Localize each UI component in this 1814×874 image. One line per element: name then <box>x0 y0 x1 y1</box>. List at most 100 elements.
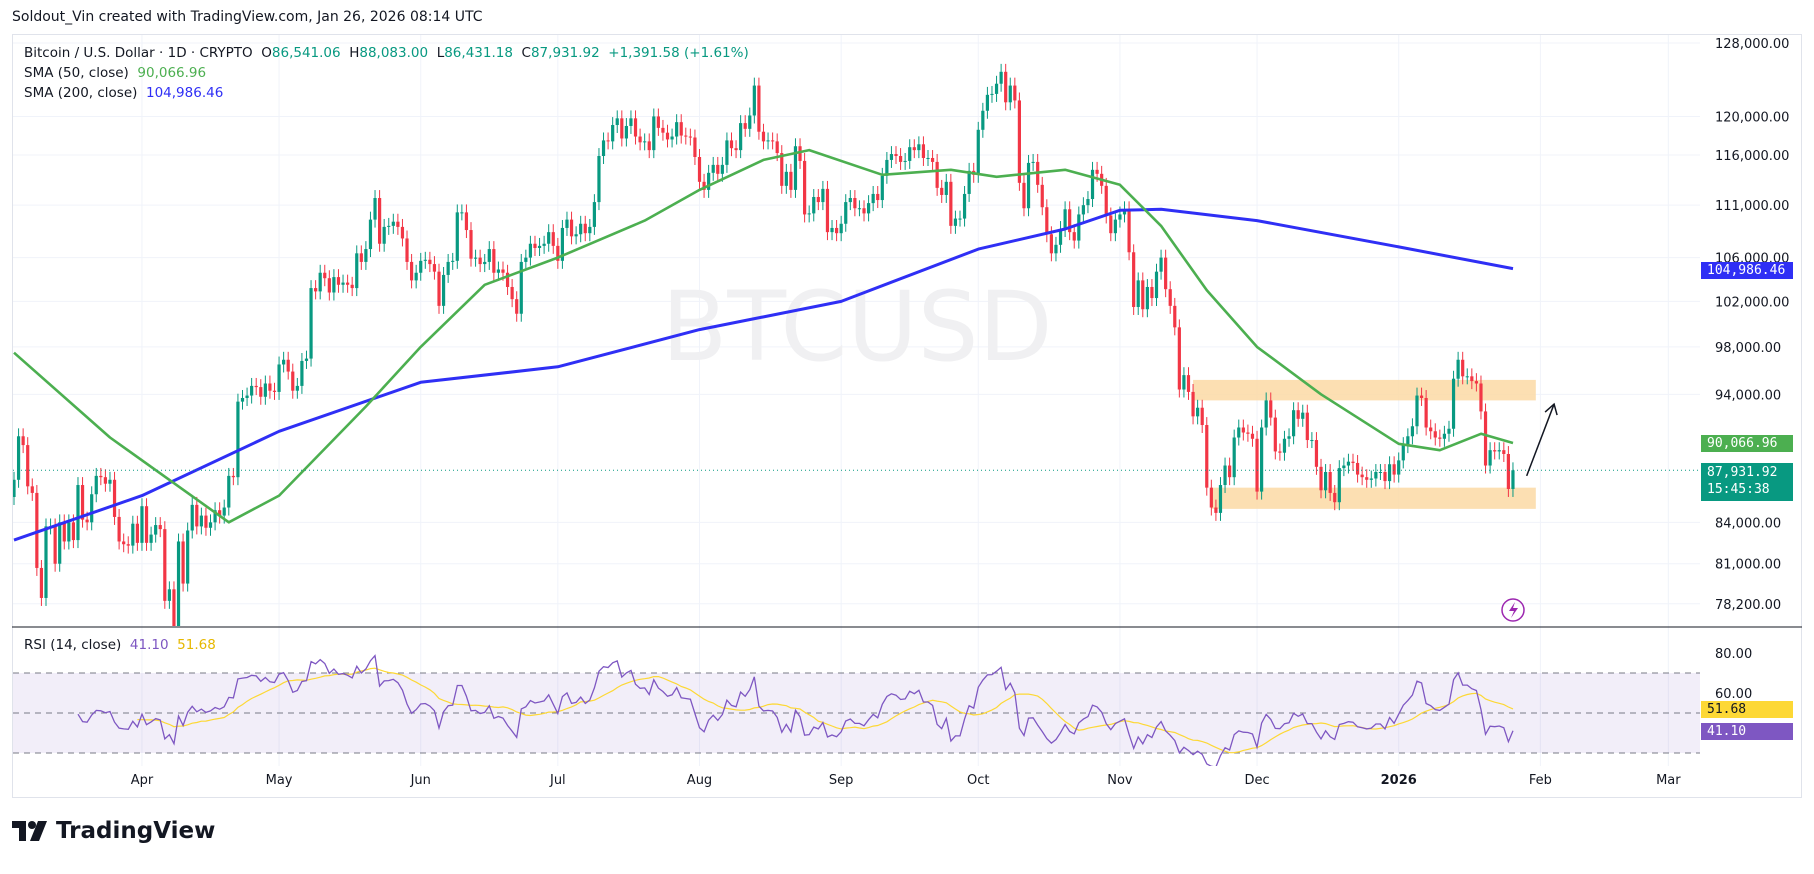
candle <box>39 560 44 606</box>
candle <box>44 518 48 606</box>
candle <box>1433 423 1437 446</box>
candle <box>112 471 117 525</box>
candle-body <box>419 260 423 273</box>
candle-body <box>1282 438 1287 453</box>
candle-body <box>85 519 89 523</box>
candle <box>16 428 21 488</box>
candle-body <box>889 154 894 160</box>
candle-body <box>1351 461 1355 463</box>
candle <box>1355 455 1360 483</box>
candle <box>99 467 103 486</box>
bar-countdown: 15:45:38 <box>1707 482 1770 497</box>
candle-body <box>478 257 482 265</box>
candle <box>1502 442 1506 462</box>
candle-body <box>1451 378 1456 429</box>
candle <box>515 291 519 322</box>
candle <box>729 132 734 157</box>
candle-body <box>1333 492 1337 503</box>
candle <box>519 253 523 322</box>
candle <box>1493 442 1497 460</box>
candle-body <box>53 526 57 564</box>
candle <box>1072 224 1076 249</box>
candle <box>90 486 94 531</box>
candle <box>1488 442 1492 474</box>
candle <box>190 496 194 539</box>
candle <box>1278 443 1282 461</box>
candle-body <box>300 360 304 386</box>
candle <box>382 218 386 252</box>
candle-body <box>665 132 670 140</box>
candle <box>1369 470 1373 488</box>
lightning-circle <box>1501 598 1525 622</box>
candle-body <box>926 157 930 159</box>
candle-body <box>1118 214 1122 220</box>
candle-body <box>108 479 112 484</box>
sma50-value: 90,066.96 <box>137 65 207 81</box>
candle <box>702 173 706 198</box>
candle-body <box>1264 400 1268 428</box>
candle-body <box>1127 209 1131 253</box>
candle-body <box>1013 85 1017 101</box>
candle-body <box>551 232 555 246</box>
candle-body <box>309 288 313 359</box>
sma200-legend[interactable]: SMA (200, close) 104,986.46 <box>24 85 223 101</box>
candle <box>1305 404 1309 449</box>
candle-body <box>1301 412 1305 419</box>
candle-body <box>1250 433 1255 439</box>
candle-body <box>259 387 263 397</box>
candle-body <box>1214 507 1218 513</box>
candle-body <box>487 249 491 262</box>
candle <box>464 204 469 239</box>
candle-body <box>222 507 226 516</box>
candle-body <box>784 171 788 186</box>
candle-body <box>1429 427 1433 432</box>
candle <box>1333 484 1337 511</box>
candle-body <box>748 115 752 129</box>
candle <box>30 478 34 501</box>
candle <box>633 110 638 145</box>
candle-body <box>661 127 665 133</box>
candle-body <box>144 506 149 543</box>
candle <box>1255 430 1259 500</box>
candle-body <box>314 288 318 292</box>
candle-body <box>1045 207 1049 235</box>
candle <box>739 115 743 159</box>
candle <box>588 218 592 242</box>
lightning-icon <box>1501 598 1525 622</box>
rsi-ma-tag: 51.68 <box>1701 701 1793 718</box>
candle <box>405 230 409 270</box>
sma50-legend[interactable]: SMA (50, close) 90,066.96 <box>24 65 206 81</box>
rsi-legend[interactable]: RSI (14, close) 41.10 51.68 <box>24 637 216 653</box>
candle-body <box>949 181 953 226</box>
candle <box>1424 390 1428 436</box>
candle-body <box>336 277 341 285</box>
candle <box>926 150 930 166</box>
candle-body <box>1068 209 1072 233</box>
candle <box>665 124 670 148</box>
tradingview-logo[interactable]: TradingView <box>12 818 215 844</box>
candle <box>387 217 391 235</box>
candle-body <box>515 299 519 314</box>
candle <box>707 164 711 198</box>
candle-body <box>1502 450 1506 454</box>
candle <box>1387 456 1392 490</box>
candle-body <box>254 385 258 388</box>
candle <box>592 194 596 235</box>
candle <box>35 484 39 576</box>
candle-body <box>378 198 382 244</box>
candle-body <box>76 485 80 541</box>
candle-body <box>1182 375 1186 390</box>
candle-body <box>917 144 921 151</box>
candle <box>1246 424 1250 442</box>
candle <box>117 508 121 550</box>
candle-body <box>903 160 907 162</box>
candle <box>1150 279 1154 307</box>
candle <box>254 377 258 396</box>
candle <box>1328 464 1332 501</box>
candle <box>144 498 149 551</box>
symbol-title[interactable]: Bitcoin / U.S. Dollar · 1D · CRYPTO <box>24 45 253 61</box>
candle <box>94 467 98 503</box>
candle-body <box>359 253 363 262</box>
candle <box>930 150 935 170</box>
